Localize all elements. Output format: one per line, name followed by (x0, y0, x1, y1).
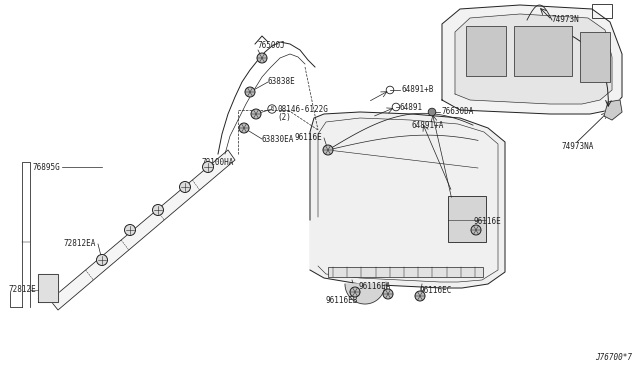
Text: 78100HA: 78100HA (202, 158, 234, 167)
Circle shape (179, 182, 191, 192)
Text: 96116E: 96116E (294, 134, 322, 142)
Text: 72812EA: 72812EA (63, 240, 96, 248)
Circle shape (383, 289, 393, 299)
Text: 76895G: 76895G (32, 163, 60, 171)
Text: 96116EB: 96116EB (326, 296, 358, 305)
Bar (328, 267, 483, 277)
Circle shape (415, 291, 425, 301)
Circle shape (152, 205, 163, 215)
Circle shape (251, 109, 261, 119)
Bar (466, 26, 506, 76)
Bar (514, 26, 572, 76)
Circle shape (125, 224, 136, 235)
Text: 76500J: 76500J (258, 41, 285, 50)
Circle shape (471, 225, 481, 235)
Text: 64891+A: 64891+A (412, 122, 444, 131)
Circle shape (257, 53, 267, 63)
Text: 63830EA: 63830EA (262, 135, 294, 144)
Text: 96116EC: 96116EC (420, 286, 452, 295)
Polygon shape (455, 14, 612, 104)
Text: J76700*7: J76700*7 (595, 353, 632, 362)
Circle shape (239, 123, 249, 133)
Circle shape (97, 254, 108, 266)
Polygon shape (604, 100, 622, 120)
Bar (592, 4, 612, 18)
Text: 96116E: 96116E (474, 218, 502, 227)
Polygon shape (50, 150, 235, 310)
Polygon shape (38, 274, 58, 302)
Text: 64891+B: 64891+B (402, 86, 435, 94)
Text: 64891: 64891 (400, 103, 423, 112)
Circle shape (350, 287, 360, 297)
Bar (448, 196, 486, 242)
Text: 96116EA: 96116EA (359, 282, 391, 291)
Text: 76630DA: 76630DA (442, 108, 474, 116)
Text: (2): (2) (277, 112, 291, 122)
Text: 63838E: 63838E (268, 77, 296, 87)
Text: B: B (271, 106, 273, 112)
Polygon shape (345, 284, 385, 304)
Text: 72812E: 72812E (8, 285, 36, 295)
Text: 74973NA: 74973NA (562, 141, 595, 151)
Circle shape (428, 108, 436, 116)
Circle shape (202, 161, 214, 173)
Text: 74973N: 74973N (552, 16, 580, 25)
Text: 08146-6122G: 08146-6122G (277, 105, 328, 113)
Polygon shape (442, 5, 622, 114)
Polygon shape (310, 112, 505, 288)
Bar (580, 32, 610, 82)
Circle shape (323, 145, 333, 155)
Circle shape (245, 87, 255, 97)
